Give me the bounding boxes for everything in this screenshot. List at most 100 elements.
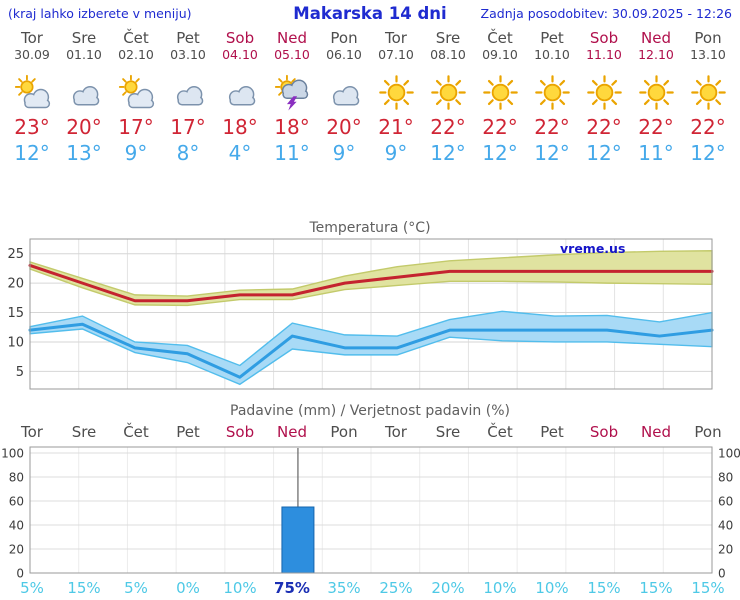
day-date: 02.10 bbox=[118, 47, 154, 62]
precip-ytick-right: 0 bbox=[718, 567, 726, 581]
day-column-12.10: Ned 12.10 22° 11° bbox=[630, 30, 682, 165]
precip-bar bbox=[281, 506, 315, 574]
page-title: Makarska 14 dni bbox=[293, 4, 447, 23]
cloudy-icon bbox=[214, 73, 266, 111]
last-update-text: Zadnja posodobitev: 30.09.2025 - 12:26 bbox=[480, 6, 732, 21]
day-name: Tor bbox=[385, 29, 407, 47]
cloudy-icon bbox=[318, 73, 370, 111]
vreme-us-watermark: vreme.us bbox=[560, 241, 625, 256]
day-column-02.10: Čet 02.10 17° 9° bbox=[110, 30, 162, 165]
temp-max: 20° bbox=[66, 115, 102, 139]
sunny-icon bbox=[474, 73, 526, 111]
partly-cloudy-icon bbox=[6, 73, 58, 111]
precip-ytick-left: 100 bbox=[1, 447, 24, 461]
day-date: 12.10 bbox=[638, 47, 674, 62]
forecast-days-row: Tor 30.09 23° 12° Sre 01.10 20° 13° Čet 02.10 17° 9… bbox=[6, 30, 734, 165]
day-date: 09.10 bbox=[482, 47, 518, 62]
precip-day-label: Pet bbox=[540, 423, 564, 441]
day-name: Sob bbox=[589, 29, 619, 47]
precip-probability-value: 10% bbox=[483, 579, 517, 597]
sunny-icon bbox=[578, 73, 630, 111]
precip-probability-value: 20% bbox=[431, 579, 465, 597]
day-name: Čet bbox=[487, 29, 513, 47]
temp-max: 22° bbox=[638, 115, 674, 139]
day-date: 05.10 bbox=[274, 47, 310, 62]
precip-probability-value: 0% bbox=[176, 579, 200, 597]
temp-max: 17° bbox=[170, 115, 206, 139]
partly-cloudy-icon-graphic bbox=[14, 74, 50, 108]
temp-max: 22° bbox=[482, 115, 518, 139]
day-date: 04.10 bbox=[222, 47, 258, 62]
temp-max: 22° bbox=[586, 115, 622, 139]
precip-probability-value: 10% bbox=[223, 579, 257, 597]
sunny-icon bbox=[526, 73, 578, 111]
temp-max: 18° bbox=[274, 115, 310, 139]
max-temp-line bbox=[28, 263, 714, 303]
day-name: Ned bbox=[277, 29, 307, 47]
cloudy-icon-graphic bbox=[176, 85, 203, 105]
temp-max: 22° bbox=[690, 115, 726, 139]
day-column-10.10: Pet 10.10 22° 12° bbox=[526, 30, 578, 165]
precip-ytick-left: 80 bbox=[9, 471, 24, 485]
day-date: 10.10 bbox=[534, 47, 570, 62]
precip-ytick-right: 80 bbox=[718, 471, 733, 485]
sunny-icon-graphic bbox=[638, 74, 674, 110]
day-column-08.10: Sre 08.10 22° 12° bbox=[422, 30, 474, 165]
precipitation-chart: 0 0 20 20 40 40 60 60 80 80 100 100 bbox=[1, 446, 740, 581]
precip-day-label: Sre bbox=[71, 423, 97, 441]
day-column-11.10: Sob 11.10 22° 12° bbox=[578, 30, 630, 165]
day-column-03.10: Pet 03.10 17° 8° bbox=[162, 30, 214, 165]
temp-max: 18° bbox=[222, 115, 258, 139]
precip-day-label: Tor bbox=[385, 423, 407, 441]
precip-day-labels-row: Tor Sre Čet Pet Sob Ned Pon Tor Sre Čet Pet Sob Ned P… bbox=[6, 423, 734, 441]
day-column-01.10: Sre 01.10 20° 13° bbox=[58, 30, 110, 165]
day-name: Pon bbox=[330, 29, 358, 47]
precip-probability-value: 35% bbox=[327, 579, 361, 597]
day-name: Sob bbox=[225, 29, 255, 47]
partly-cloudy-icon-graphic bbox=[118, 74, 154, 108]
precip-ytick-left: 0 bbox=[16, 567, 24, 581]
precip-day-label: Pon bbox=[330, 423, 358, 441]
sunny-icon bbox=[422, 73, 474, 111]
precip-day-label: Ned bbox=[277, 423, 307, 441]
precip-ytick-right: 60 bbox=[718, 495, 733, 509]
temp-min: 4° bbox=[228, 141, 252, 165]
precip-day-label: Sob bbox=[589, 423, 619, 441]
day-date: 01.10 bbox=[66, 47, 102, 62]
precip-gridlines bbox=[30, 447, 712, 573]
temp-min: 12° bbox=[586, 141, 622, 165]
day-column-30.09: Tor 30.09 23° 12° bbox=[6, 30, 58, 165]
temp-ytick-label: 5 bbox=[16, 365, 24, 380]
sunny-icon bbox=[630, 73, 682, 111]
precip-probability-row: 5% 15% 5% 0% 10% 75% 35% 25% 20% 10% 10% 15% 15% 15% bbox=[6, 579, 734, 597]
temp-min: 9° bbox=[384, 141, 408, 165]
day-date: 07.10 bbox=[378, 47, 414, 62]
temp-max: 23° bbox=[14, 115, 50, 139]
day-date: 06.10 bbox=[326, 47, 362, 62]
precip-probability-value: 25% bbox=[379, 579, 413, 597]
temp-max: 20° bbox=[326, 115, 362, 139]
precip-day-label: Sob bbox=[225, 423, 255, 441]
temp-min: 12° bbox=[14, 141, 50, 165]
precip-day-label: Ned bbox=[641, 423, 671, 441]
precip-ytick-left: 60 bbox=[9, 495, 24, 509]
day-date: 08.10 bbox=[430, 47, 466, 62]
temp-min: 9° bbox=[124, 141, 148, 165]
day-date: 03.10 bbox=[170, 47, 206, 62]
precip-day-label: Sre bbox=[435, 423, 461, 441]
temp-min: 9° bbox=[332, 141, 356, 165]
day-name: Pet bbox=[540, 29, 564, 47]
day-column-09.10: Čet 09.10 22° 12° bbox=[474, 30, 526, 165]
temp-min: 12° bbox=[430, 141, 466, 165]
sunny-icon-graphic bbox=[430, 74, 466, 110]
day-column-13.10: Pon 13.10 22° 12° bbox=[682, 30, 734, 165]
day-column-06.10: Pon 06.10 20° 9° bbox=[318, 30, 370, 165]
min-temp-line bbox=[28, 322, 714, 379]
day-date: 13.10 bbox=[690, 47, 726, 62]
sunny-icon-graphic bbox=[690, 74, 726, 110]
temp-max: 22° bbox=[430, 115, 466, 139]
precip-probability-value: 15% bbox=[587, 579, 621, 597]
cloudy-icon-graphic bbox=[72, 85, 99, 105]
precip-probability-value: 5% bbox=[124, 579, 148, 597]
header: (kraj lahko izberete v meniju) Makarska … bbox=[0, 4, 740, 25]
